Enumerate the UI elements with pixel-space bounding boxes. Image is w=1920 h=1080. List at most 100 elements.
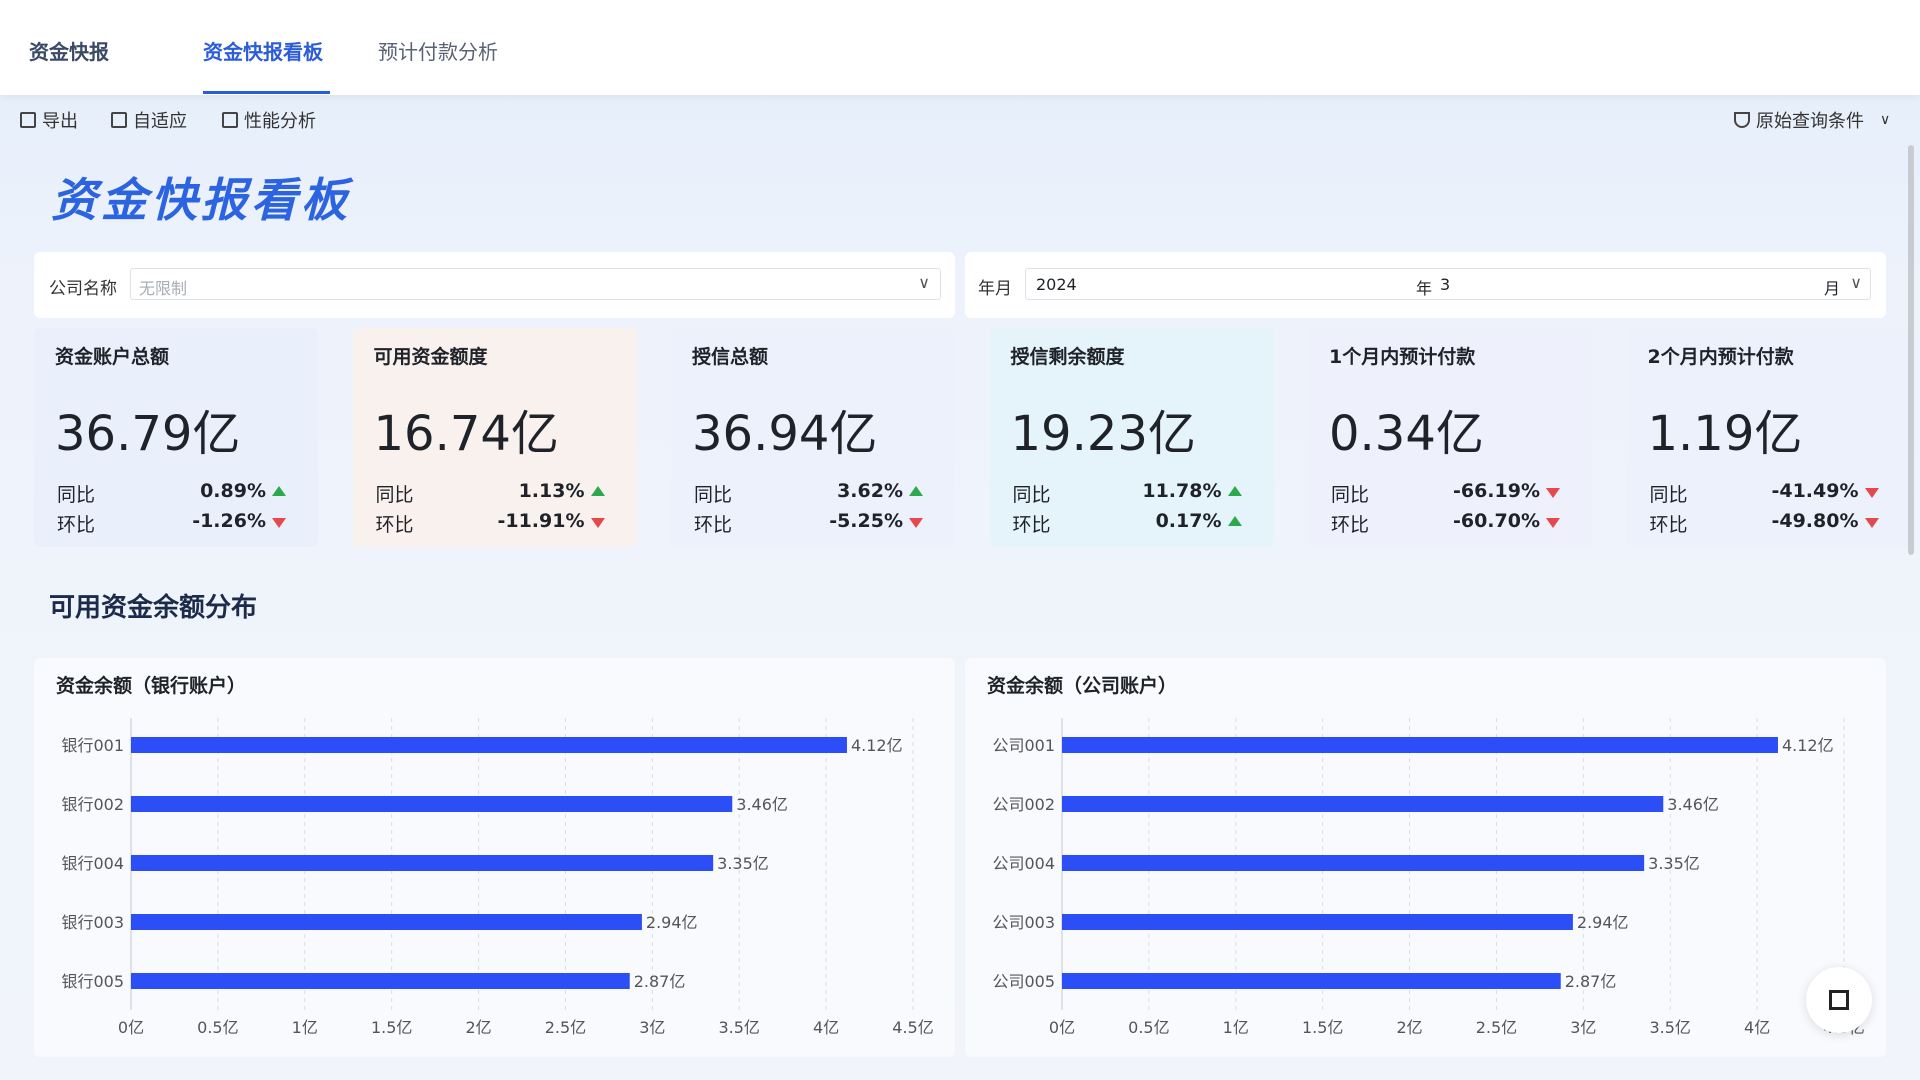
filter-panel [34,252,955,318]
kpi-value: 36.94亿 [692,406,878,462]
kpi-title: 2个月内预计付款 [1647,346,1794,368]
scrollbar[interactable] [1908,145,1914,555]
mom-value: -5.25% [829,510,903,532]
chevron: ∨ [1880,112,1891,128]
tab-underline [203,91,330,94]
mom-arrow [1546,518,1560,528]
yoy-label: 同比 [1012,484,1051,506]
tool-button[interactable]: 性能分析 [222,107,316,133]
kpi-card: 资金账户总额 36.79亿 同比 0.89% 环比 -1.26% [34,328,318,547]
mom-value: -49.80% [1771,510,1859,532]
tool-button[interactable]: 导出 [20,107,78,133]
mom-arrow [1864,518,1879,528]
x-tick-label: 3.5亿 [718,1018,759,1037]
kpi-card: 可用资金额度 16.74亿 同比 1.13% 环比 -11.91% [352,328,637,547]
tool-label: 导出 [42,111,78,132]
y-tick-label: 银行002 [61,795,124,814]
year: 2024 [1036,275,1077,294]
filter-label: 公司名称 [49,279,117,299]
yoy-label: 同比 [694,484,733,506]
x-tick-label: 0亿 [1049,1018,1075,1037]
data-label: 3.46亿 [1667,795,1719,814]
bar [131,737,847,753]
data-label: 2.94亿 [1577,913,1629,932]
bar [1062,914,1573,930]
yoy-arrow [1546,488,1560,498]
mom-arrow [909,518,923,528]
x-tick-label: 4亿 [813,1018,839,1037]
kpi-value: 36.79亿 [55,406,241,462]
kpi-value: 19.23亿 [1010,406,1196,462]
yoy-arrow [909,486,923,496]
yoy-arrow [1227,486,1242,496]
yoy-label: 同比 [1331,484,1370,506]
kpi-value: 1.19亿 [1647,406,1803,462]
kpi-card: 1个月内预计付款 0.34亿 同比 -66.19% 环比 -60.70% [1308,328,1592,547]
icon [20,112,36,128]
kpi-title: 1个月内预计付款 [1329,346,1476,368]
chart-title: 资金余额（公司账户） [987,674,1177,697]
y-tick-label: 银行001 [61,736,124,755]
dashboard-title: 资金快报看板 [51,173,351,227]
query-button[interactable]: 原始查询条件 ∨ [1734,107,1890,133]
mom-arrow [1227,516,1242,526]
y-tick-label: 公司005 [992,972,1055,991]
mom-label: 环比 [1331,514,1370,536]
tool-button[interactable]: 自适应 [111,107,187,133]
x-tick-label: 2亿 [465,1018,491,1037]
chevron: ∨ [918,273,930,292]
y-tick-label: 银行004 [61,854,124,873]
yoy-label: 同比 [375,484,414,506]
tab[interactable]: 预计付款分析 [378,40,498,64]
yoy-arrow [590,486,605,496]
x-tick-label: 1亿 [292,1018,318,1037]
data-label: 2.87亿 [1565,972,1617,991]
company-select[interactable]: 无限制 ∨ [130,268,941,300]
yoy-arrow [1864,488,1879,498]
x-tick-label: 3.5亿 [1649,1018,1690,1037]
x-tick-label: 0.5亿 [197,1018,238,1037]
x-tick-label: 4亿 [1744,1018,1770,1037]
x-tick-label: 3亿 [639,1018,665,1037]
kpi-title: 可用资金额度 [373,346,488,368]
data-label: 3.35亿 [1648,854,1700,873]
mom-label: 环比 [1649,514,1688,536]
mom-value: -60.70% [1452,510,1540,532]
chevron: ∨ [1850,273,1862,292]
bar [1062,855,1645,871]
data-label: 4.12亿 [1782,736,1834,755]
bar [1062,737,1778,753]
tab[interactable]: 资金快报看板 [203,40,323,64]
x-tick-label: 2亿 [1396,1018,1422,1037]
x-tick-label: 0亿 [118,1018,144,1037]
yoy-arrow [272,486,286,496]
yoy-value: -66.19% [1452,480,1540,502]
y-tick-label: 银行005 [61,972,124,991]
y-tick-label: 公司003 [992,913,1055,932]
tab[interactable]: 资金快报 [29,40,109,64]
yoy-value: -41.49% [1771,480,1859,502]
period-select[interactable]: 2024 年 3 月 ∨ [1025,268,1871,300]
y-tick-label: 公司002 [992,795,1055,814]
chart-title: 资金余额（银行账户） [56,674,246,697]
yoy-value: 1.13% [518,480,585,502]
month-unit: 月 [1823,279,1840,298]
mom-arrow [272,518,286,528]
section-title: 可用资金余额分布 [49,593,258,623]
data-label: 3.35亿 [717,854,769,873]
data-label: 3.46亿 [736,795,788,814]
bar [131,973,630,989]
mom-label: 环比 [57,514,96,536]
bar [131,855,714,871]
tool-label: 自适应 [133,111,187,132]
x-tick-label: 0.5亿 [1128,1018,1169,1037]
x-tick-label: 2.5亿 [545,1018,586,1037]
yoy-value: 11.78% [1142,480,1222,502]
data-label: 2.87亿 [634,972,686,991]
bar [1062,973,1561,989]
fullscreen-button[interactable] [1806,967,1872,1033]
mom-value: 0.17% [1155,510,1222,532]
bar [131,914,642,930]
x-tick-label: 4.5亿 [892,1018,933,1037]
